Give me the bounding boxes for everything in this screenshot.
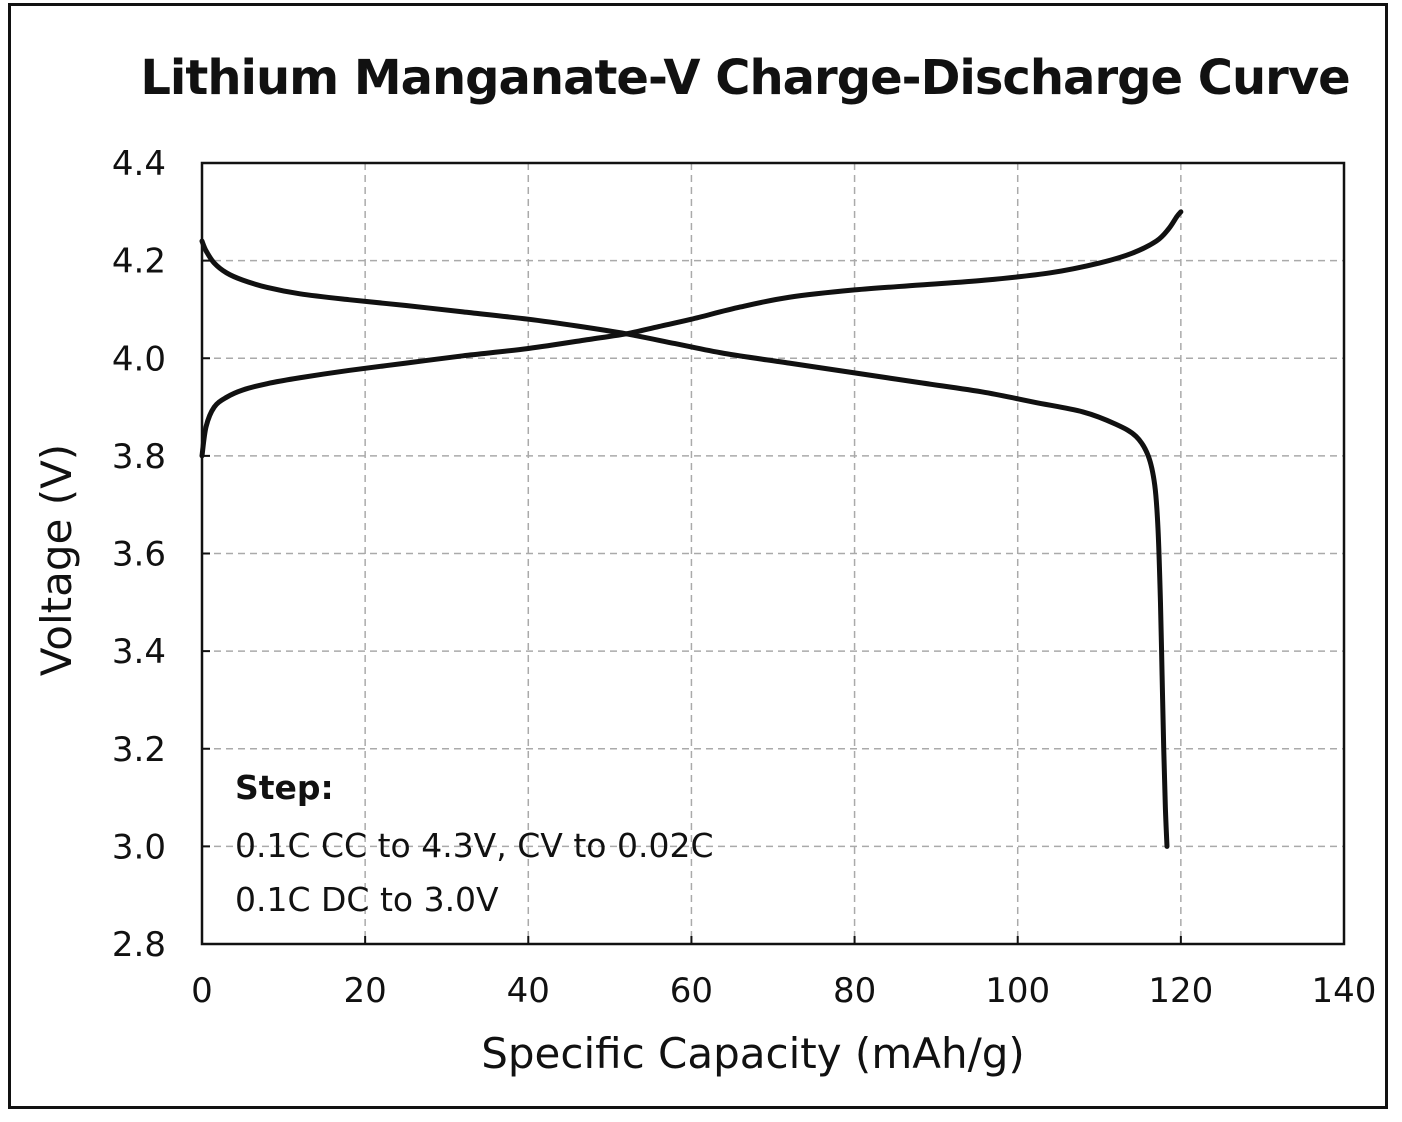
y-tick-label: 3.6 <box>112 535 166 575</box>
annotation-line-1: 0.1C CC to 4.3V, CV to 0.02C <box>235 826 713 865</box>
x-tick-label: 0 <box>191 971 213 1011</box>
y-tick-label: 4.0 <box>112 339 166 379</box>
x-tick-label: 60 <box>670 971 713 1011</box>
y-axis-label: Voltage (V) <box>32 444 81 676</box>
x-axis-label: Specific Capacity (mAh/g) <box>481 1029 1025 1078</box>
ticks: 0 20 40 60 80 100 120 140 2.8 3.0 3.2 3.4 3.6 3.8 4.0 4… <box>112 144 1377 1011</box>
charge-curve <box>199 209 1184 459</box>
annotation-heading: Step: <box>235 768 334 807</box>
discharge-curve <box>199 238 1170 849</box>
x-tick-label: 100 <box>985 971 1050 1011</box>
chart-title: Lithium Manganate-V Charge-Discharge Cur… <box>140 50 1349 106</box>
annotation: Step: 0.1C CC to 4.3V, CV to 0.02C 0.1C … <box>235 768 713 919</box>
x-tick-label: 80 <box>833 971 876 1011</box>
y-tick-label: 4.4 <box>112 144 166 184</box>
x-tick-label: 40 <box>507 971 550 1011</box>
series-layer <box>199 209 1184 849</box>
y-tick-label: 3.4 <box>112 632 166 672</box>
y-tick-label: 2.8 <box>112 925 166 965</box>
x-tick-label: 140 <box>1312 971 1377 1011</box>
annotation-line-2: 0.1C DC to 3.0V <box>235 880 499 919</box>
y-tick-label: 3.2 <box>112 730 166 770</box>
x-tick-label: 120 <box>1148 971 1213 1011</box>
y-tick-label: 3.0 <box>112 827 166 867</box>
grid <box>202 163 1344 944</box>
y-tick-label: 3.8 <box>112 437 166 477</box>
y-tick-label: 4.2 <box>112 242 166 282</box>
x-tick-label: 20 <box>344 971 387 1011</box>
